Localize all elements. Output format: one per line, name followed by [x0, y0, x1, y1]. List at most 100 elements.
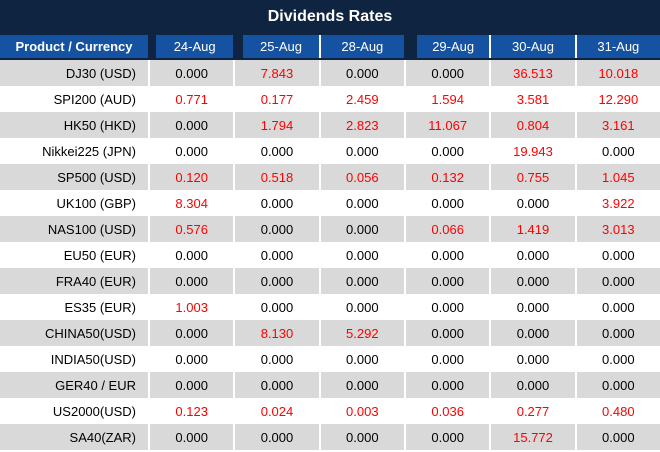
table-title: Dividends Rates	[0, 0, 660, 33]
value-cell: 0.000	[233, 216, 318, 242]
value-cell: 15.772	[489, 424, 574, 450]
value-cell: 3.013	[574, 216, 660, 242]
value-cell: 0.771	[148, 86, 233, 112]
value-cell: 11.067	[404, 112, 489, 138]
value-cell: 0.000	[148, 372, 233, 398]
table-row: SP500 (USD) 0.120 0.518 0.056 0.132 0.75…	[0, 164, 660, 190]
value-cell: 8.304	[148, 190, 233, 216]
value-cell: 36.513	[489, 60, 574, 86]
value-cell: 12.290	[574, 86, 660, 112]
value-cell: 0.518	[233, 164, 318, 190]
value-cell: 0.000	[148, 424, 233, 450]
value-cell: 0.000	[318, 294, 404, 320]
table-row: Nikkei225 (JPN) 0.000 0.000 0.000 0.000 …	[0, 138, 660, 164]
value-cell: 0.000	[233, 138, 318, 164]
table-row: SPI200 (AUD) 0.771 0.177 2.459 1.594 3.5…	[0, 86, 660, 112]
value-cell: 0.000	[489, 346, 574, 372]
table-row: CHINA50(USD) 0.000 8.130 5.292 0.000 0.0…	[0, 320, 660, 346]
value-cell: 0.480	[574, 398, 660, 424]
value-cell: 0.000	[318, 372, 404, 398]
value-cell: 0.000	[574, 372, 660, 398]
value-cell: 0.000	[148, 346, 233, 372]
value-cell: 0.000	[404, 372, 489, 398]
value-cell: 0.000	[489, 268, 574, 294]
value-cell: 0.000	[404, 424, 489, 450]
value-cell: 2.823	[318, 112, 404, 138]
product-cell: Nikkei225 (JPN)	[42, 143, 136, 159]
value-cell: 3.922	[574, 190, 660, 216]
value-cell: 1.594	[404, 86, 489, 112]
product-cell: SA40(ZAR)	[69, 429, 136, 445]
value-cell: 3.161	[574, 112, 660, 138]
value-cell: 0.024	[233, 398, 318, 424]
value-cell: 0.000	[318, 138, 404, 164]
value-cell: 5.292	[318, 320, 404, 346]
value-cell: 0.000	[574, 424, 660, 450]
value-cell: 0.000	[404, 346, 489, 372]
value-cell: 0.000	[404, 190, 489, 216]
value-cell: 0.000	[148, 138, 233, 164]
value-cell: 0.000	[148, 242, 233, 268]
product-cell: FRA40 (EUR)	[55, 273, 136, 289]
value-cell: 0.000	[574, 138, 660, 164]
value-cell: 0.000	[404, 60, 489, 86]
value-cell: 0.000	[574, 268, 660, 294]
column-header-date-5: 30-Aug	[489, 35, 575, 58]
value-cell: 1.419	[489, 216, 574, 242]
value-cell: 0.000	[233, 190, 318, 216]
product-cell: HK50 (HKD)	[63, 117, 136, 133]
value-cell: 0.277	[489, 398, 574, 424]
value-cell: 0.000	[574, 346, 660, 372]
table-row: HK50 (HKD) 0.000 1.794 2.823 11.067 0.80…	[0, 112, 660, 138]
value-cell: 3.581	[489, 86, 574, 112]
product-cell: GER40 / EUR	[55, 377, 136, 393]
value-cell: 0.000	[233, 424, 318, 450]
value-cell: 0.000	[489, 190, 574, 216]
value-cell: 0.066	[404, 216, 489, 242]
value-cell: 0.000	[404, 138, 489, 164]
value-cell: 0.000	[404, 242, 489, 268]
value-cell: 2.459	[318, 86, 404, 112]
value-cell: 0.132	[404, 164, 489, 190]
value-cell: 0.003	[318, 398, 404, 424]
value-cell: 0.036	[404, 398, 489, 424]
value-cell: 0.755	[489, 164, 574, 190]
value-cell: 0.000	[148, 320, 233, 346]
table-row: UK100 (GBP) 8.304 0.000 0.000 0.000 0.00…	[0, 190, 660, 216]
value-cell: 7.843	[233, 60, 318, 86]
product-cell: CHINA50(USD)	[44, 325, 136, 341]
value-cell: 0.000	[318, 190, 404, 216]
value-cell: 0.000	[318, 216, 404, 242]
value-cell: 0.000	[318, 346, 404, 372]
column-header-date-3: 28-Aug	[318, 35, 404, 58]
value-cell: 0.000	[489, 242, 574, 268]
value-cell: 0.000	[318, 242, 404, 268]
value-cell: 0.000	[233, 346, 318, 372]
table-row: INDIA50(USD) 0.000 0.000 0.000 0.000 0.0…	[0, 346, 660, 372]
product-cell: EU50 (EUR)	[63, 247, 136, 263]
value-cell: 1.045	[574, 164, 660, 190]
value-cell: 0.000	[148, 60, 233, 86]
table-row: NAS100 (USD) 0.576 0.000 0.000 0.066 1.4…	[0, 216, 660, 242]
value-cell: 0.177	[233, 86, 318, 112]
value-cell: 0.123	[148, 398, 233, 424]
product-cell: ES35 (EUR)	[64, 299, 136, 315]
value-cell: 0.000	[574, 294, 660, 320]
value-cell: 0.120	[148, 164, 233, 190]
value-cell: 0.000	[489, 372, 574, 398]
value-cell: 0.000	[489, 294, 574, 320]
column-header-date-4: 29-Aug	[404, 35, 490, 58]
table-row: ES35 (EUR) 1.003 0.000 0.000 0.000 0.000…	[0, 294, 660, 320]
product-cell: SPI200 (AUD)	[53, 91, 136, 107]
value-cell: 0.000	[318, 268, 404, 294]
value-cell: 0.804	[489, 112, 574, 138]
value-cell: 0.000	[148, 268, 233, 294]
table-row: DJ30 (USD) 0.000 7.843 0.000 0.000 36.51…	[0, 60, 660, 86]
table-row: FRA40 (EUR) 0.000 0.000 0.000 0.000 0.00…	[0, 268, 660, 294]
value-cell: 0.000	[233, 242, 318, 268]
value-cell: 0.000	[404, 320, 489, 346]
value-cell: 19.943	[489, 138, 574, 164]
column-header-product: Product / Currency	[0, 35, 148, 58]
value-cell: 8.130	[233, 320, 318, 346]
